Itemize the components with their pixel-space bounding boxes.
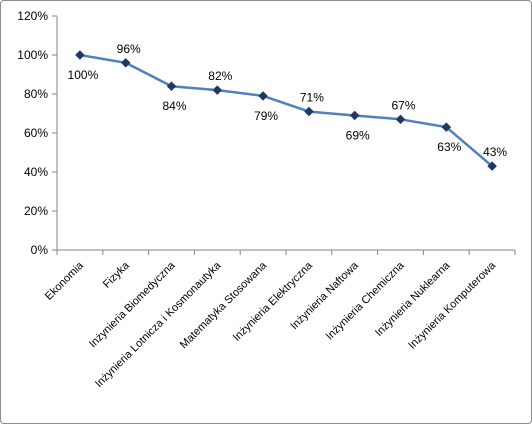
data-label: 82% — [208, 69, 232, 83]
data-point — [75, 50, 85, 60]
y-tick-label: 100% — [17, 48, 48, 62]
x-axis-ticks — [56, 250, 516, 255]
data-point — [304, 106, 314, 117]
category-label: Inżynieria Chemiczna — [324, 259, 407, 342]
data-label: 96% — [117, 42, 141, 56]
y-tick-label: 60% — [24, 126, 48, 140]
data-point — [487, 161, 497, 172]
category-label: Fizyka — [101, 259, 133, 291]
data-point — [166, 81, 177, 92]
data-label: 63% — [437, 140, 461, 154]
y-tick-label: 0% — [31, 243, 49, 257]
category-label: Inżynieria Komputerowa — [406, 259, 499, 352]
y-axis-ticks: 0% 20% 40% 60% 80% 100% 120% — [17, 9, 57, 257]
data-label: 84% — [162, 99, 186, 113]
y-tick-label: 40% — [24, 165, 48, 179]
data-label: 69% — [346, 128, 370, 142]
y-tick-label: 20% — [24, 204, 48, 218]
category-label: Ekonomia — [43, 259, 87, 303]
data-label: 79% — [254, 109, 278, 123]
category-label: Inżynieria Biomedyczna — [87, 259, 178, 350]
data-point — [349, 110, 360, 121]
data-label: 71% — [300, 91, 324, 105]
data-point — [120, 57, 131, 68]
category-label: Inżynieria Elektryczna — [231, 259, 316, 344]
data-point — [395, 114, 406, 125]
data-label: 67% — [391, 98, 415, 112]
data-point — [441, 122, 452, 133]
series-line — [79, 53, 493, 168]
data-label: 43% — [483, 145, 507, 159]
data-point — [212, 85, 223, 95]
data-label: 100% — [68, 68, 99, 82]
data-markers — [75, 50, 497, 172]
y-tick-label: 120% — [17, 9, 48, 23]
category-label: Matematyka Stosowana — [178, 259, 270, 351]
y-tick-label: 80% — [24, 87, 48, 101]
data-labels: 100% 96% 84% 82% 79% 71% 69% 67% 63% 43% — [68, 42, 508, 159]
category-label: Inżynieria Nuklearna — [373, 259, 453, 339]
data-point — [258, 91, 268, 101]
